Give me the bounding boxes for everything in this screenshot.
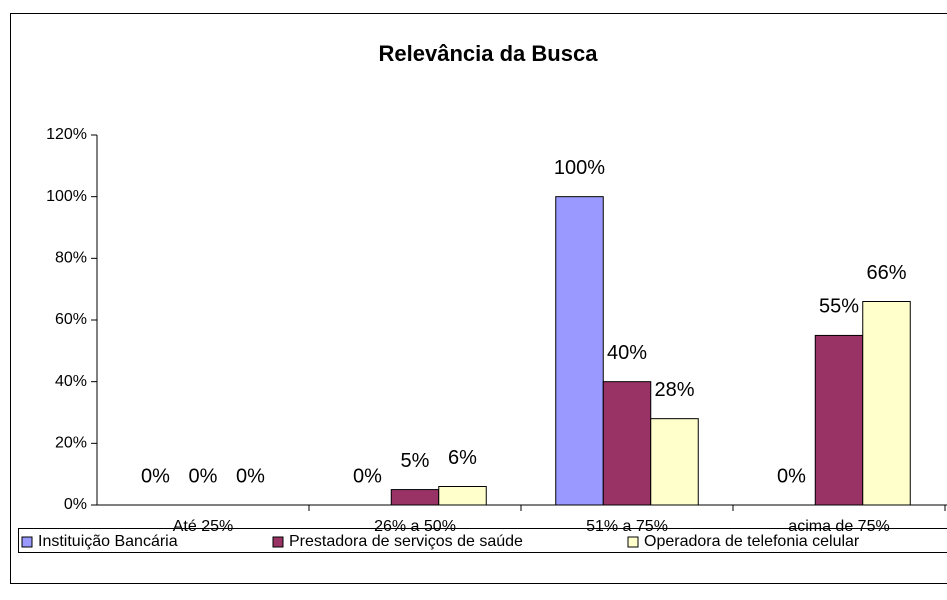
- x-tick-label: 26% a 50%: [374, 518, 456, 535]
- legend-box: [18, 528, 947, 553]
- bar: [390, 489, 440, 506]
- value-label: 0%: [777, 465, 806, 487]
- legend-label: Prestadora de serviços de saúde: [289, 533, 523, 550]
- bar: [862, 301, 911, 506]
- bar: [650, 418, 699, 506]
- value-label: 5%: [401, 450, 430, 472]
- legend-label: Instituição Bancária: [38, 533, 178, 550]
- y-tick-label: 40%: [55, 373, 87, 390]
- value-label: 0%: [236, 465, 265, 487]
- y-tick-label: 120%: [46, 126, 87, 143]
- value-label: 28%: [654, 379, 694, 401]
- value-label: 40%: [607, 342, 647, 364]
- legend-label: Operadora de telefonia celular: [644, 533, 860, 550]
- legend-swatch: [21, 536, 33, 548]
- value-label: 6%: [448, 447, 477, 469]
- bar: [602, 381, 652, 506]
- y-tick-label: 60%: [55, 311, 87, 328]
- legend-swatch: [272, 536, 284, 548]
- value-label: 100%: [554, 157, 605, 179]
- y-tick-label: 100%: [46, 188, 87, 205]
- legend-swatch: [627, 536, 639, 548]
- value-label: 0%: [141, 465, 170, 487]
- value-label: 0%: [353, 465, 382, 487]
- value-label: 0%: [189, 465, 218, 487]
- chart-title: Relevância da Busca: [379, 41, 599, 66]
- y-tick-label: 20%: [55, 435, 87, 452]
- value-label: 55%: [819, 296, 859, 318]
- x-tick-label: acima de 75%: [788, 518, 889, 535]
- y-tick-label: 0%: [64, 496, 87, 513]
- value-label: 66%: [866, 262, 906, 284]
- bar: [814, 334, 864, 506]
- x-tick-label: 51% a 75%: [586, 518, 668, 535]
- x-tick-label: Até 25%: [173, 518, 233, 535]
- y-tick-label: 80%: [55, 250, 87, 267]
- bar: [438, 486, 487, 506]
- bar: [555, 196, 604, 506]
